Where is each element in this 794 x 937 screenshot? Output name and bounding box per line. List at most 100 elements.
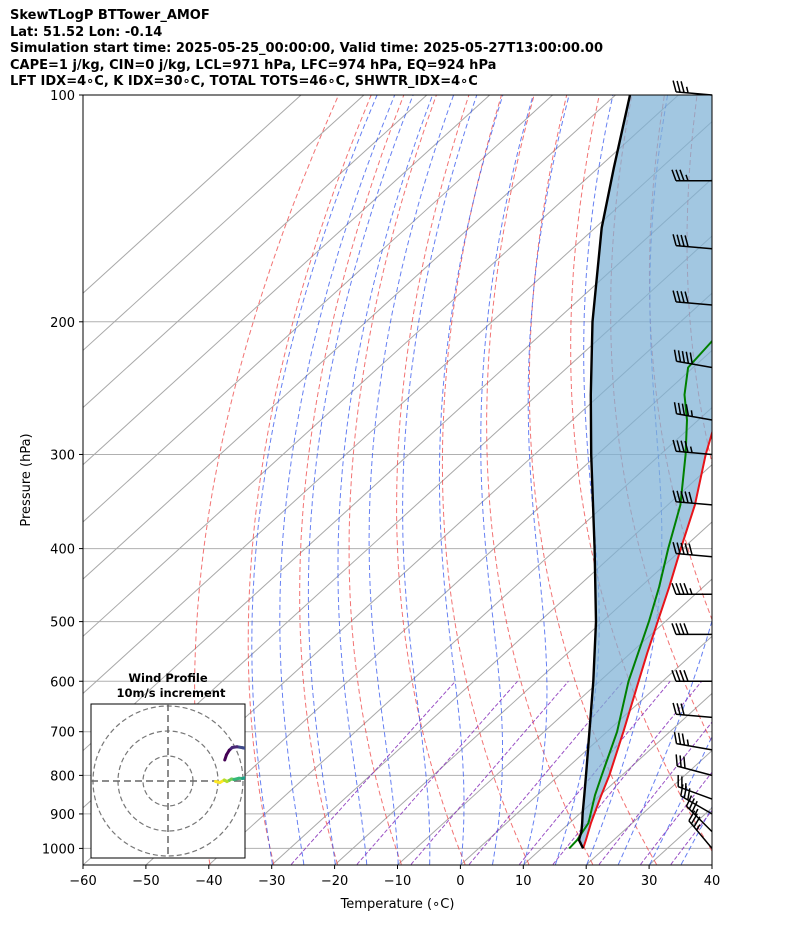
- wind-barb: [675, 754, 713, 777]
- wind-barb: [677, 775, 713, 800]
- isotherm: [145, 349, 712, 865]
- y-tick-label: 200: [50, 316, 75, 331]
- wind-barb: [671, 623, 712, 636]
- wind-barb: [672, 490, 713, 506]
- moist-adiabat: [480, 95, 534, 865]
- moist-adiabat: [337, 95, 434, 865]
- y-tick-label: 800: [50, 769, 75, 784]
- x-tick-label: −40: [195, 874, 222, 889]
- y-tick-label: 400: [50, 543, 75, 558]
- hodograph-title: Wind Profile: [128, 671, 208, 685]
- x-tick-label: 10: [515, 874, 532, 889]
- profile-lines: [568, 95, 712, 850]
- moist-adiabat: [649, 735, 712, 865]
- x-tick-label: 20: [578, 874, 595, 889]
- mixing-ratio-line: [410, 680, 569, 865]
- mixing-ratio-line: [598, 721, 712, 865]
- isotherm: [83, 95, 428, 409]
- moist-adiabat: [438, 95, 504, 865]
- dry-adiabat: [441, 95, 530, 865]
- location-line: Lat: 51.52 Lon: -0.14: [10, 24, 163, 40]
- wind-barb: [671, 583, 712, 596]
- moist-adiabat: [279, 95, 396, 865]
- dry-adiabat: [396, 95, 470, 865]
- x-tick-label: −50: [132, 874, 159, 889]
- isotherm: [711, 864, 712, 865]
- dry-adiabat: [724, 95, 794, 864]
- wind-barb: [688, 810, 713, 849]
- isotherm: [397, 578, 712, 865]
- hodograph-subtitle: 10m/s increment: [117, 686, 226, 700]
- mixing-ratio-line: [640, 771, 712, 865]
- mixing-ratio-line: [290, 680, 456, 865]
- x-tick-label: 40: [704, 874, 721, 889]
- wind-barb: [671, 670, 712, 683]
- dry-adiabat: [299, 95, 405, 865]
- isotherm: [334, 521, 712, 865]
- dry-adiabat: [247, 95, 372, 865]
- moist-adiabat: [713, 95, 794, 864]
- index-line: LFT IDX=4∘C, K IDX=30∘C, TOTAL TOTS=46∘C…: [10, 74, 478, 89]
- time-line: Simulation start time: 2025-05-25_00:00:…: [10, 41, 603, 56]
- mixing-ratio-line: [552, 680, 703, 865]
- y-tick-label: 100: [50, 89, 75, 104]
- y-tick-label: 1000: [42, 842, 75, 857]
- y-tick-label: 900: [50, 808, 75, 823]
- moist-adiabat: [680, 806, 712, 865]
- wind-barb: [680, 784, 713, 815]
- wind-barb: [672, 702, 713, 719]
- y-tick-label: 700: [50, 726, 75, 741]
- wind-barb: [672, 439, 713, 456]
- x-tick-label: 0: [456, 874, 464, 889]
- isotherm: [83, 95, 679, 637]
- hodograph-segment: [241, 776, 245, 780]
- chart-header: SkewTLogP BTTower_AMOF Lat: 51.52 Lon: -…: [10, 8, 790, 91]
- hodograph-segment: [223, 753, 228, 762]
- y-tick-label: 300: [50, 448, 75, 463]
- dry-adiabat: [528, 95, 657, 865]
- wind-barb: [671, 169, 712, 182]
- hodograph-inset: Wind Profile 10m/s increment: [90, 671, 251, 859]
- stability-line: CAPE=1 j/kg, CIN=0 j/kg, LCL=971 hPa, LF…: [10, 57, 497, 73]
- mixing-ratio-line: [670, 809, 712, 865]
- wind-barbs: [671, 80, 713, 849]
- moist-adiabat: [523, 95, 570, 865]
- isotherm: [83, 95, 365, 352]
- axes: −60 −50 −40 −30 −20 −10 0 10 20 30 40 1000 900 800 700…: [42, 89, 720, 889]
- dry-adiabat: [486, 95, 594, 865]
- x-tick-label: −30: [258, 874, 285, 889]
- wind-barb: [672, 290, 713, 306]
- hodograph-segment: [248, 749, 251, 752]
- isotherm: [522, 692, 712, 865]
- x-tick-label: 30: [641, 874, 658, 889]
- isotherm: [83, 95, 302, 294]
- isotherm: [83, 95, 616, 580]
- isotherm: [83, 120, 712, 695]
- wind-barb: [672, 234, 713, 250]
- x-tick-label: −10: [384, 874, 411, 889]
- isotherm: [83, 95, 491, 466]
- x-tick-label: −20: [321, 874, 348, 889]
- y-axis-label: Pressure (hPa): [19, 433, 34, 526]
- wind-barb: [673, 349, 713, 369]
- x-tick-label: −60: [69, 874, 96, 889]
- wind-barb: [672, 80, 713, 96]
- dry-adiabat: [610, 95, 712, 744]
- y-tick-label: 500: [50, 616, 75, 631]
- title-line: SkewTLogP BTTower_AMOF: [10, 8, 210, 23]
- x-axis-label: Temperature (∘C): [340, 897, 455, 912]
- wind-barb: [673, 731, 713, 751]
- isotherm: [271, 464, 712, 865]
- moist-adiabat: [586, 95, 669, 865]
- parcel-line: [577, 95, 632, 849]
- dry-adiabat: [348, 95, 437, 865]
- mixing-ratio-line: [356, 680, 518, 865]
- dewpoint-line: [568, 339, 712, 850]
- wind-barb: [673, 402, 713, 421]
- isotherm: [83, 95, 553, 523]
- wind-barb: [672, 542, 713, 558]
- cape-shading: [579, 95, 712, 849]
- moist-adiabat: [402, 95, 478, 865]
- moist-adiabat: [368, 95, 455, 865]
